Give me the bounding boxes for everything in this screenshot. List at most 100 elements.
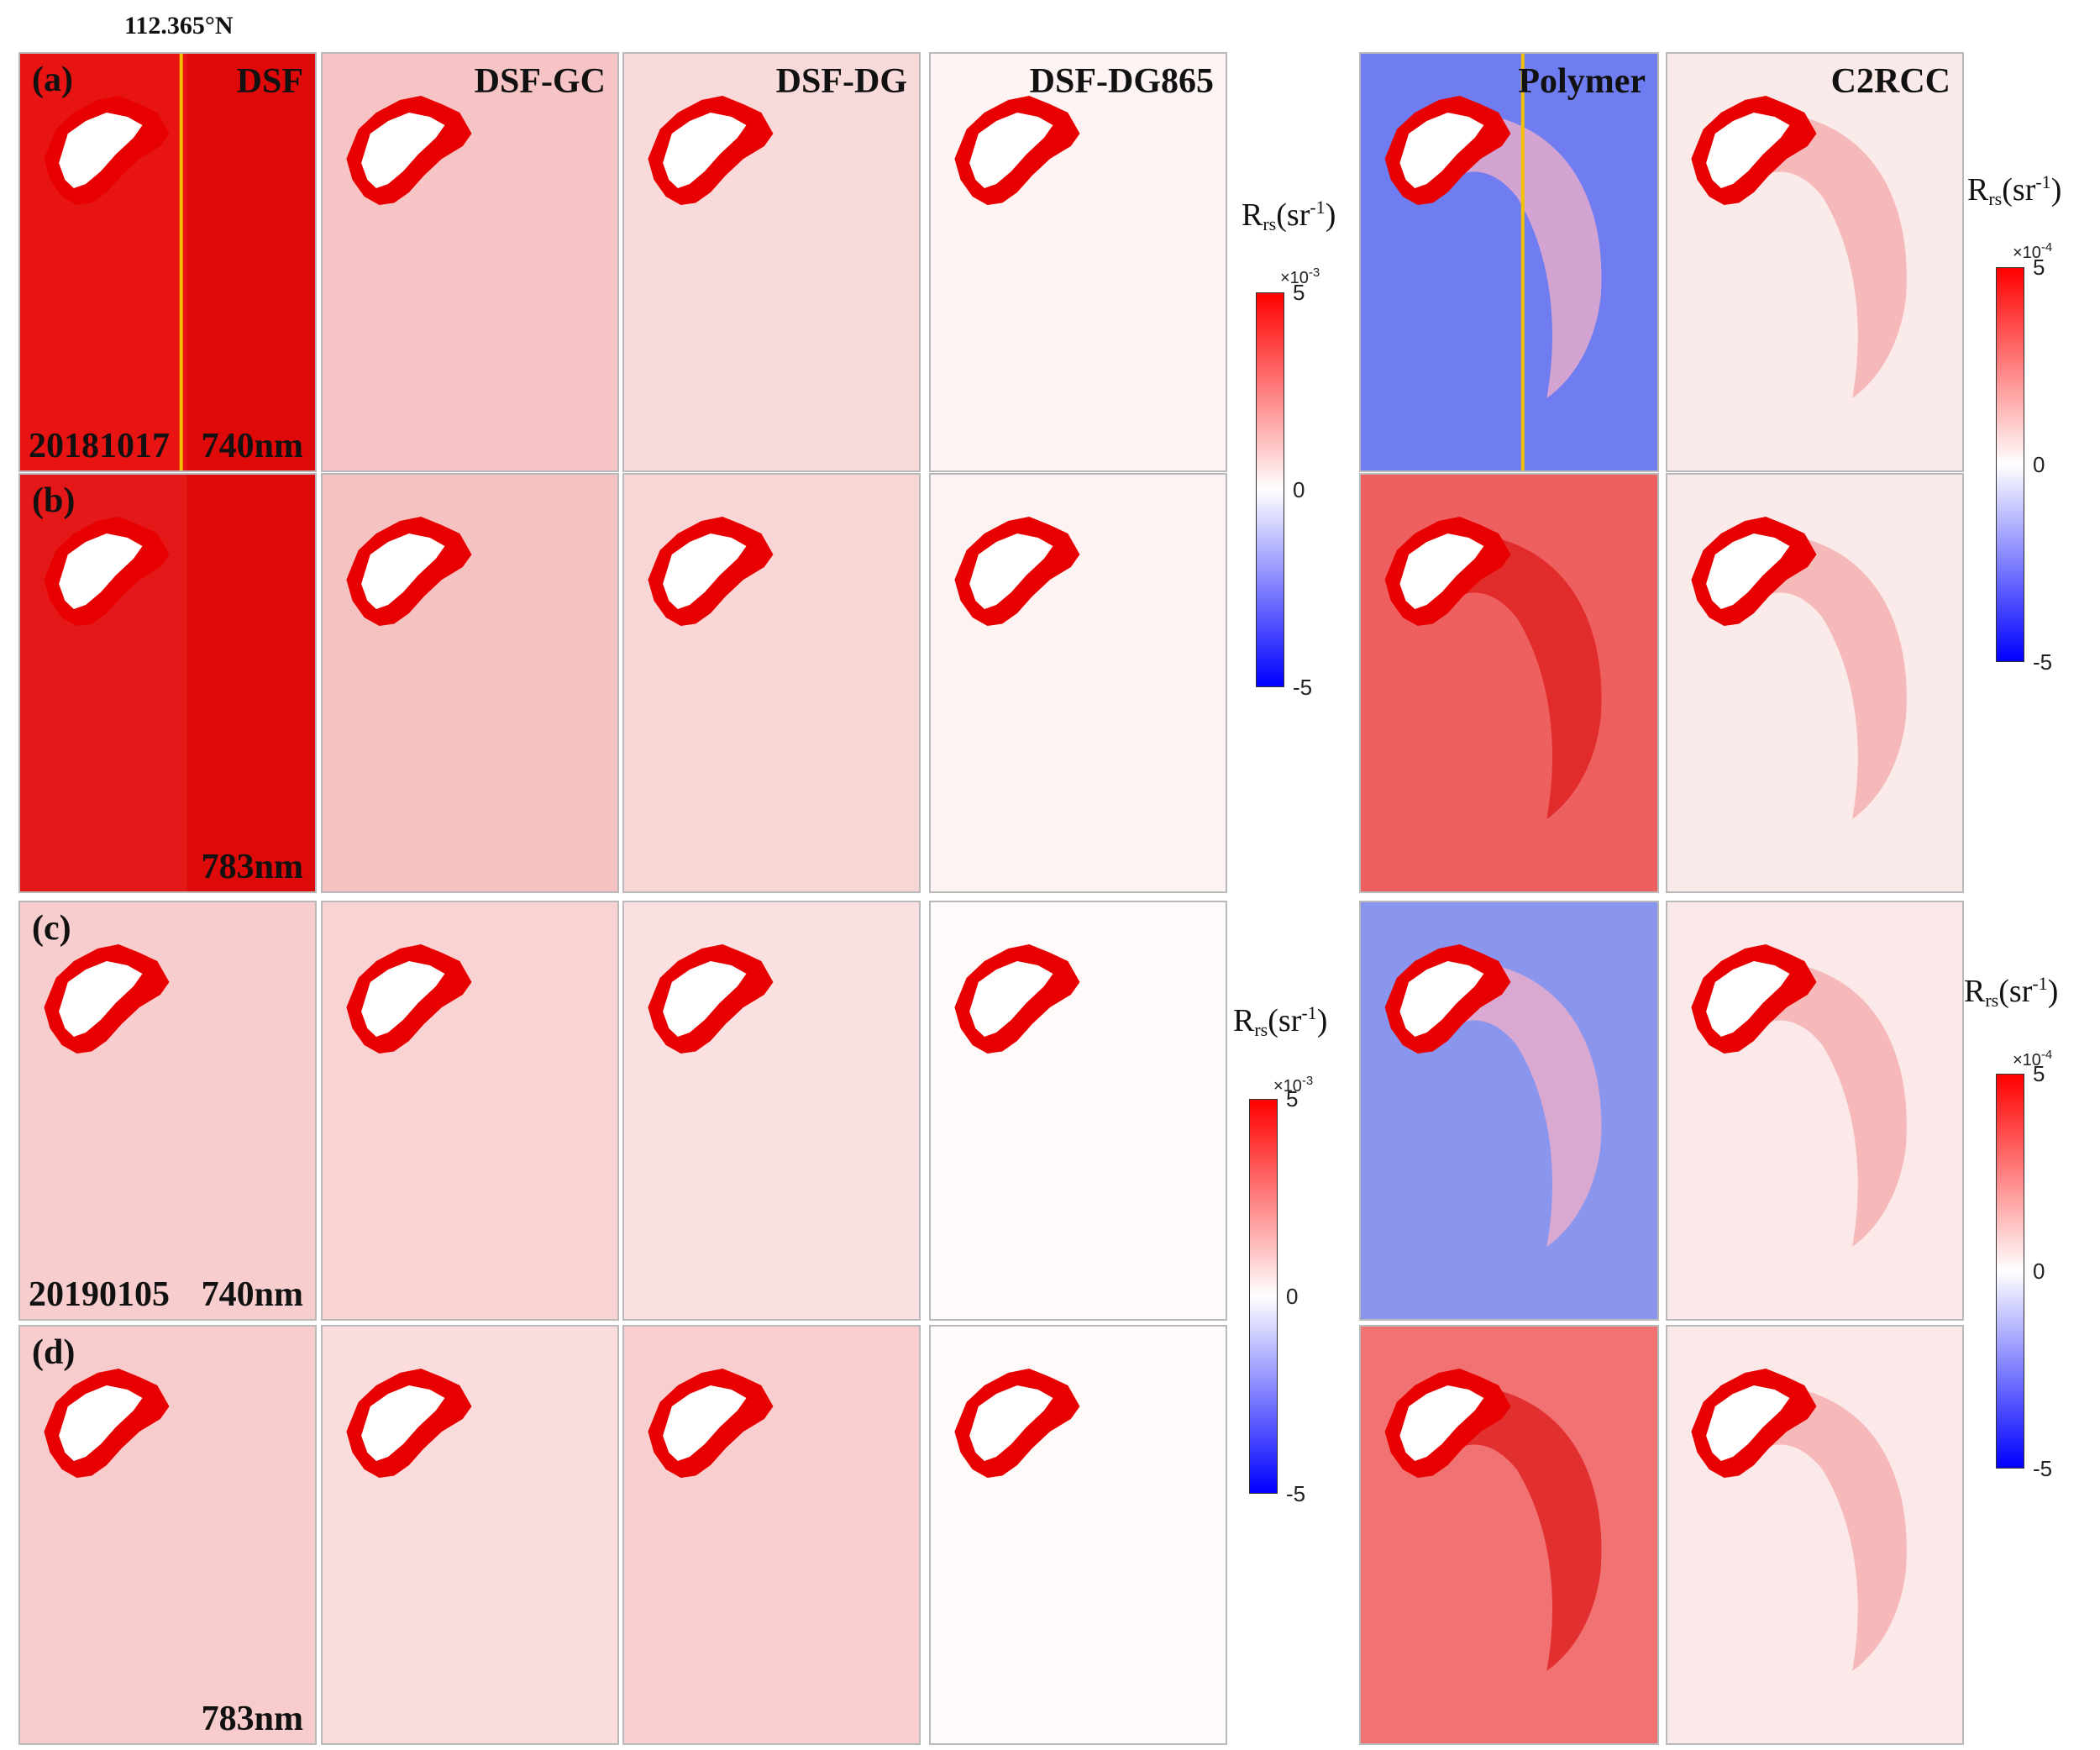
water-background xyxy=(1361,475,1657,891)
colorbar-tick-max: 5 xyxy=(2033,1061,2045,1086)
island-land-mask xyxy=(59,113,143,188)
band-label: 740nm xyxy=(201,1275,303,1314)
colorbar-title-exponent: -1 xyxy=(2035,171,2051,192)
island-land-mask xyxy=(663,113,747,188)
island-land-mask xyxy=(361,113,445,188)
water-background xyxy=(1361,54,1657,470)
water-background xyxy=(931,902,1226,1319)
colorbar-title-exponent: -1 xyxy=(2032,973,2048,994)
water-background xyxy=(624,1327,919,1743)
colorbar-tick-max: 5 xyxy=(1286,1086,1299,1111)
rrs-map xyxy=(323,1327,617,1743)
water-background xyxy=(1667,475,1962,891)
map-panel-r3-c2rcc xyxy=(1666,901,1964,1321)
rrs-map xyxy=(931,54,1226,470)
rrs-map xyxy=(931,1327,1226,1743)
island-land-mask xyxy=(361,961,445,1037)
sediment-plume xyxy=(1756,117,1907,398)
island-land-mask xyxy=(969,113,1053,188)
map-panel-r2-dsf-gc xyxy=(321,473,619,893)
dsf-dense-region xyxy=(186,475,315,891)
scale-exponent: -4 xyxy=(2040,1048,2053,1062)
column-title: Polymer xyxy=(1518,62,1646,101)
island-land-mask xyxy=(969,1385,1053,1461)
island-land-mask xyxy=(1706,961,1790,1037)
island-land-mask xyxy=(361,1385,445,1461)
colorbar-title-unit: (sr xyxy=(2002,172,2036,208)
water-background xyxy=(624,475,919,891)
map-panel-r3-dsf-dg xyxy=(622,901,921,1321)
map-panel-r4-dsf-dg xyxy=(622,1325,921,1745)
dsf-dense-region xyxy=(186,54,315,470)
island-land-mask xyxy=(663,533,747,609)
map-panel-r4-dsf-gc xyxy=(321,1325,619,1745)
column-title: DSF-DG865 xyxy=(1029,62,1214,101)
sediment-plume xyxy=(1451,965,1602,1247)
rrs-map xyxy=(624,54,919,470)
water-background xyxy=(931,475,1226,891)
colorbar-tick-mid: 0 xyxy=(2033,1259,2045,1284)
island-land-mask xyxy=(1399,533,1484,609)
column-title: DSF-DG xyxy=(775,62,907,101)
water-background xyxy=(323,902,617,1319)
colorbar-gradient xyxy=(1996,1074,2024,1469)
rrs-map xyxy=(1667,54,1962,470)
water-background xyxy=(624,902,919,1319)
colorbar-tick-min: -5 xyxy=(2033,1456,2053,1481)
colorbar-title-subscript: rs xyxy=(1263,213,1277,234)
colorbar-tick-max: 5 xyxy=(1293,280,1305,305)
column-title: DSF xyxy=(236,62,303,101)
sediment-plume xyxy=(1451,538,1602,819)
scale-exponent: -4 xyxy=(2040,240,2053,255)
scale-base: ×10 xyxy=(1273,1077,1302,1096)
island-land-mask xyxy=(1399,1385,1484,1461)
colorbar-title-subscript: rs xyxy=(1988,188,2003,209)
rrs-map xyxy=(624,1327,919,1743)
colorbar-title-symbol: R xyxy=(1242,197,1263,233)
water-background xyxy=(1361,902,1657,1319)
colorbar-title-unit: (sr xyxy=(1276,197,1310,233)
island-land-mask xyxy=(1706,533,1790,609)
colorbar-title-exponent: -1 xyxy=(1301,1002,1317,1023)
colorbar-title-symbol: R xyxy=(1967,172,1989,208)
rrs-map xyxy=(624,475,919,891)
map-panel-r1-dsf-dg865: DSF-DG865 xyxy=(929,52,1227,472)
island-land-mask xyxy=(663,1385,747,1461)
map-panel-r3-dsf-gc xyxy=(321,901,619,1321)
map-panel-r2-polymer xyxy=(1359,473,1659,893)
island-land-mask xyxy=(59,961,143,1037)
rrs-map xyxy=(1667,902,1962,1319)
rrs-map xyxy=(1361,902,1657,1319)
colorbar-tick-mid: 0 xyxy=(2033,452,2045,477)
map-panel-r1-dsf-gc: DSF-GC xyxy=(321,52,619,472)
rrs-map xyxy=(20,54,315,470)
rrs-map xyxy=(323,902,617,1319)
map-panel-r3-dsf: (c) 20190105 740nm xyxy=(18,901,317,1321)
water-background xyxy=(20,1327,315,1743)
map-panel-r1-polymer: Polymer xyxy=(1359,52,1659,472)
sediment-plume xyxy=(1451,1390,1602,1671)
water-background xyxy=(323,1327,617,1743)
map-panel-r4-polymer xyxy=(1359,1325,1659,1745)
water-background xyxy=(323,54,617,470)
map-panel-r4-dsf-dg865 xyxy=(929,1325,1227,1745)
map-panel-r2-dsf-dg865 xyxy=(929,473,1227,893)
water-background xyxy=(20,902,315,1319)
row-letter: (a) xyxy=(32,60,73,99)
rrs-map xyxy=(20,902,315,1319)
colorbar-title-symbol: R xyxy=(1964,974,1986,1009)
row-letter: (b) xyxy=(32,481,76,520)
image-date: 20190105 xyxy=(29,1275,170,1314)
rrs-map xyxy=(20,475,315,891)
water-background xyxy=(1667,902,1962,1319)
rrs-map xyxy=(931,475,1226,891)
rrs-map xyxy=(931,902,1226,1319)
colorbar-title: Rrs(sr-1) xyxy=(1967,171,2061,210)
island-land-mask xyxy=(59,1385,143,1461)
island-land-mask xyxy=(1706,1385,1790,1461)
scale-base: ×10 xyxy=(2013,244,2041,262)
scale-base: ×10 xyxy=(1280,269,1309,287)
colorbar-tick-max: 5 xyxy=(2033,255,2045,280)
colorbar-title-symbol: R xyxy=(1233,1003,1255,1038)
